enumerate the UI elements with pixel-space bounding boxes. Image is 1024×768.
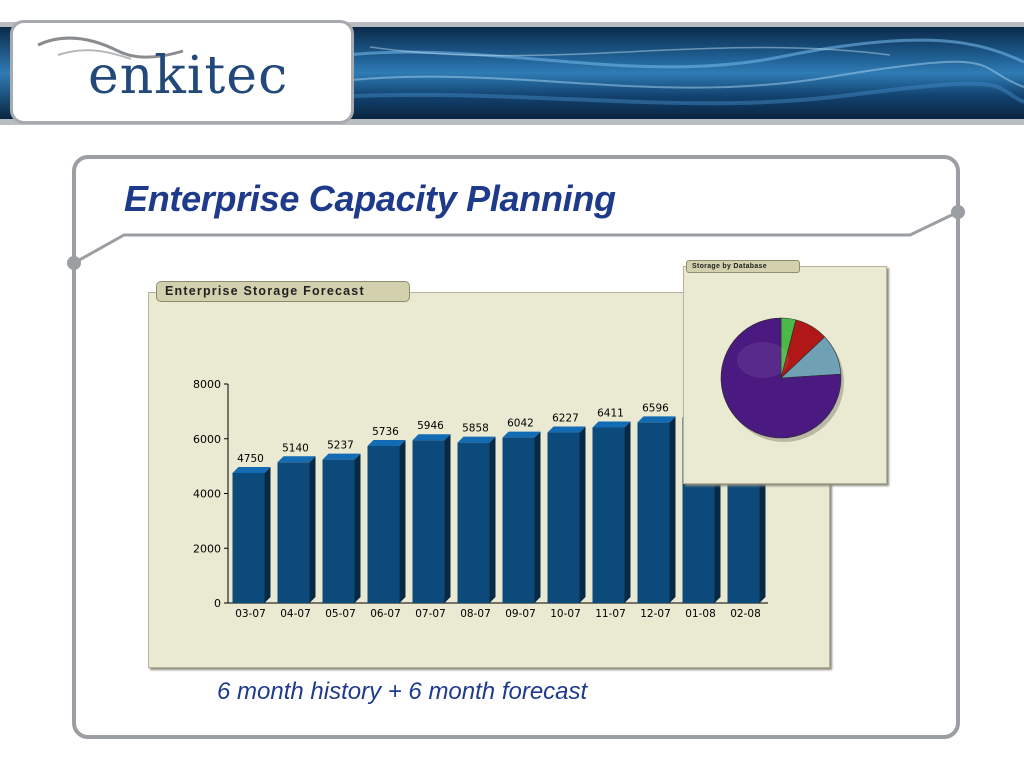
bar-value-label: 5946 [417,420,444,432]
bar-front [367,445,400,603]
banner-waves [330,38,1024,106]
bar-side [579,426,586,603]
bar-front [412,440,445,603]
bar-value-label: 6411 [597,407,624,419]
bar [322,453,361,603]
y-tick-label: 0 [214,597,221,610]
bar-value-label: 6596 [642,402,669,414]
bar-side [624,421,631,603]
x-tick-label: 08-07 [460,608,491,620]
bar-side [669,416,676,603]
frame-dot-left [67,256,81,270]
logo-box [10,20,354,124]
x-tick-label: 07-07 [415,608,446,620]
bar [412,434,451,603]
x-tick-label: 04-07 [280,608,311,620]
bar [367,439,406,603]
bar-value-label: 5736 [372,426,399,438]
bar-top [637,416,676,423]
bar-value-label: 6042 [507,418,534,430]
content-frame [72,155,960,739]
x-tick-label: 02-08 [730,608,761,620]
bar [502,431,541,603]
bar-value-label: 4750 [237,453,264,465]
x-tick-label: 05-07 [325,608,356,620]
logo-wordmark: enkitec [88,46,289,106]
bar-side [309,456,316,603]
x-tick-label: 01-08 [685,608,716,620]
slide-title: Enterprise Capacity Planning [124,178,616,219]
bar-side [444,434,451,603]
bar-value-label: 5237 [327,440,354,452]
bar-side [264,466,271,603]
storage-forecast-title: Enterprise Storage Forecast [156,281,410,302]
bar [232,466,271,603]
bar-front [457,442,490,603]
bar [592,421,631,603]
x-tick-label: 12-07 [640,608,671,620]
bar-value-label: 6227 [552,413,579,425]
bar [457,436,496,603]
bar [637,416,676,603]
bar-front [502,437,535,603]
bar-front [232,472,265,603]
storage-by-database-chart [720,317,844,442]
x-tick-label: 11-07 [595,608,626,620]
x-tick-label: 10-07 [550,608,581,620]
bar-front [322,459,355,603]
bar-front [547,432,580,603]
bar [277,456,316,603]
y-tick-label: 8000 [193,378,221,391]
bar-top [277,456,316,463]
y-tick-label: 4000 [193,488,221,501]
y-tick-label: 6000 [193,433,221,446]
bar-front [592,427,625,603]
x-tick-label: 06-07 [370,608,401,620]
bar [547,426,586,603]
x-tick-label: 03-07 [235,608,266,620]
frame-dot-right [951,205,965,219]
bar-value-label: 5858 [462,423,489,435]
bar-top [322,453,361,460]
storage-by-database-title: Storage by Database [686,260,800,273]
y-tick-label: 2000 [193,542,221,555]
logo-swoosh-icon [37,36,184,60]
bar-side [354,453,361,603]
bar-side [489,436,496,603]
bar-top [592,421,631,428]
header-banner-image [330,27,1024,119]
bar-side [534,431,541,603]
bar-top [367,439,406,446]
bar-front [637,422,670,603]
bar-top [502,431,541,438]
bar-top [232,466,271,473]
bar-value-label: 5140 [282,442,309,454]
bar-front [277,462,310,603]
pie-highlight [737,342,789,378]
pie-slice [720,317,842,439]
bar-top [412,434,451,441]
bar-top [457,436,496,443]
slide-subtitle: 6 month history + 6 month forecast [217,678,588,705]
bar-side [399,439,406,603]
bar-top [547,426,586,433]
x-tick-label: 09-07 [505,608,536,620]
